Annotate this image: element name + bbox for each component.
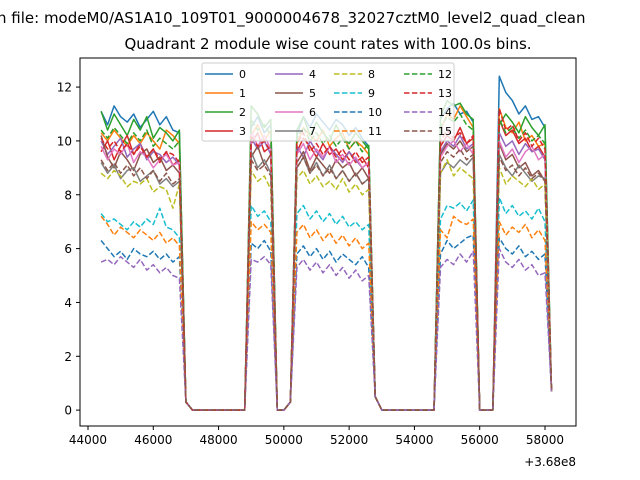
legend-label: 12 bbox=[438, 68, 452, 81]
legend-frame bbox=[201, 62, 455, 142]
x-tick-label: 52000 bbox=[330, 433, 368, 447]
legend-label: 0 bbox=[239, 68, 246, 81]
x-tick-label: 50000 bbox=[265, 433, 303, 447]
y-tick-label: 4 bbox=[64, 296, 72, 310]
series-line-9 bbox=[100, 196, 553, 411]
x-tick-label: 48000 bbox=[199, 433, 237, 447]
legend-label: 9 bbox=[368, 87, 375, 100]
axis-ticks: 44000 46000 48000 50000 52000 54000 56000 58000… bbox=[57, 81, 564, 447]
legend-entry-14: 14 bbox=[404, 106, 452, 119]
x-tick-label: 44000 bbox=[69, 433, 107, 447]
legend-entry-4: 4 bbox=[275, 68, 316, 81]
legend-entry-15: 15 bbox=[404, 125, 452, 138]
legend-entry-2: 2 bbox=[205, 106, 246, 119]
y-tick-label: 0 bbox=[64, 404, 72, 418]
legend-entry-12: 12 bbox=[404, 68, 452, 81]
legend-entry-13: 13 bbox=[404, 87, 452, 100]
series-line-13 bbox=[100, 107, 553, 411]
legend-label: 13 bbox=[438, 87, 452, 100]
x-tick-label: 46000 bbox=[134, 433, 172, 447]
legend-label: 4 bbox=[309, 68, 316, 81]
legend-label: 3 bbox=[239, 125, 246, 138]
legend-entry-0: 0 bbox=[205, 68, 246, 81]
x-tick-label: 56000 bbox=[461, 433, 499, 447]
x-tick-label: 54000 bbox=[395, 433, 433, 447]
legend-label: 14 bbox=[438, 106, 452, 119]
legend-entry-8: 8 bbox=[334, 68, 375, 81]
y-tick-label: 12 bbox=[57, 81, 72, 95]
x-offset-label: +3.68e8 bbox=[524, 455, 576, 469]
y-tick-label: 8 bbox=[64, 188, 72, 202]
legend-entry-3: 3 bbox=[205, 125, 246, 138]
x-tick-label: 58000 bbox=[526, 433, 564, 447]
legend-label: 10 bbox=[368, 106, 382, 119]
y-tick-label: 10 bbox=[57, 134, 72, 148]
legend-label: 1 bbox=[239, 87, 246, 100]
legend-label: 5 bbox=[309, 87, 316, 100]
legend-label: 15 bbox=[438, 125, 452, 138]
axes-frame bbox=[79, 57, 577, 427]
legend-label: 8 bbox=[368, 68, 375, 81]
series-line-15 bbox=[100, 148, 553, 411]
series-line-14 bbox=[100, 247, 553, 411]
legend-entry-9: 9 bbox=[334, 87, 375, 100]
legend-entry-11: 11 bbox=[334, 125, 382, 138]
legend-entry-6: 6 bbox=[275, 106, 316, 119]
legend-label: 11 bbox=[368, 125, 382, 138]
legend-entry-7: 7 bbox=[275, 125, 316, 138]
figure-suptitle: n file: modeM0/AS1A10_109T01_9000004678_… bbox=[0, 9, 586, 28]
chart-title: Quadrant 2 module wise count rates with … bbox=[124, 35, 531, 53]
y-tick-label: 2 bbox=[64, 350, 72, 364]
y-tick-label: 6 bbox=[64, 242, 72, 256]
legend-entry-10: 10 bbox=[334, 106, 382, 119]
legend-label: 2 bbox=[239, 106, 246, 119]
legend-label: 7 bbox=[309, 125, 316, 138]
legend-label: 6 bbox=[309, 106, 316, 119]
legend-entry-5: 5 bbox=[275, 87, 316, 100]
legend-entry-1: 1 bbox=[205, 87, 246, 100]
